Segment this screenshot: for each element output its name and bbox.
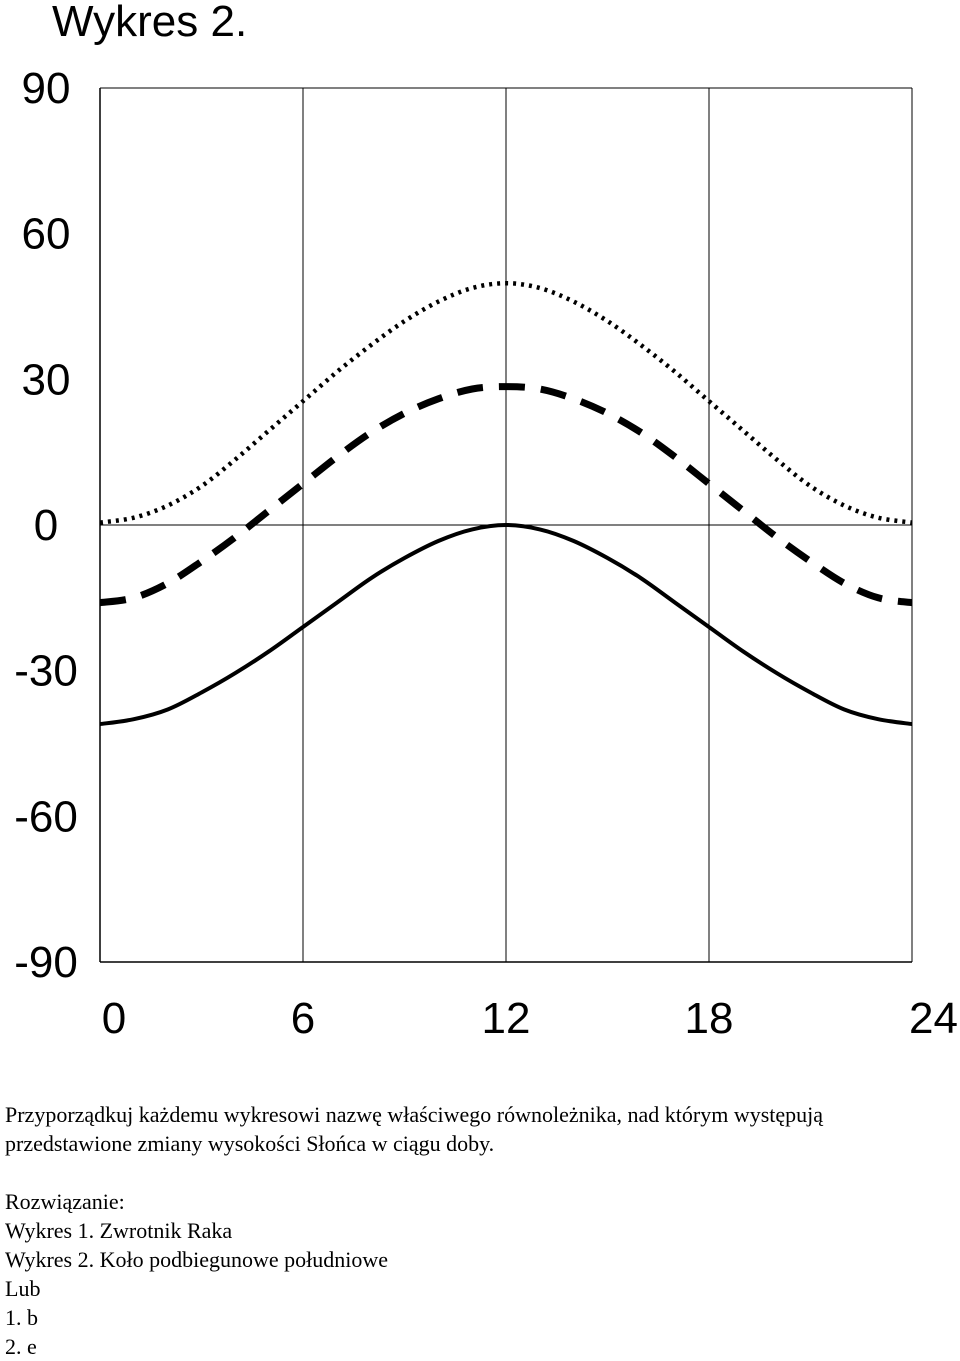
solution-label: Rozwiązanie: — [5, 1189, 125, 1214]
y-tick-label: -30 — [14, 647, 78, 696]
x-tick-label: 0 — [102, 994, 126, 1043]
sun-altitude-chart: 90 60 30 0 -30 -60 -90 0 6 12 18 24 — [14, 64, 958, 1043]
x-tick-label: 12 — [482, 994, 531, 1043]
y-tick-label: 0 — [34, 501, 58, 550]
answer-1: Wykres 1. Zwrotnik Raka — [5, 1218, 233, 1243]
series-line-dashed — [99, 383, 913, 607]
x-tick-label: 24 — [909, 994, 958, 1043]
chart-title: Wykres 2. — [52, 0, 248, 46]
series-line-dotted — [99, 280, 913, 525]
question-line-1: Przyporządkuj każdemu wykresowi nazwę wł… — [5, 1102, 824, 1127]
y-tick-label: 60 — [22, 210, 71, 259]
y-tick-label: -90 — [14, 938, 78, 987]
task-text: Przyporządkuj każdemu wykresowi nazwę wł… — [5, 1100, 955, 1361]
answer-2: Wykres 2. Koło podbiegunowe południowe — [5, 1247, 389, 1272]
or-label: Lub — [5, 1276, 41, 1301]
question-line-2: przedstawione zmiany wysokości Słońca w … — [5, 1131, 495, 1156]
series-line-solid — [99, 522, 913, 727]
y-tick-label: 90 — [22, 64, 71, 113]
y-tick-label: -60 — [14, 792, 78, 841]
tick-layer: 90 60 30 0 -30 -60 -90 0 6 12 18 24 — [14, 64, 958, 1043]
y-tick-label: 30 — [22, 355, 71, 404]
x-tick-label: 18 — [685, 994, 734, 1043]
series-layer — [99, 280, 913, 727]
alt-answer-1: 1. b — [5, 1305, 38, 1330]
alt-answer-2: 2. e — [5, 1334, 37, 1359]
x-tick-label: 6 — [291, 994, 315, 1043]
